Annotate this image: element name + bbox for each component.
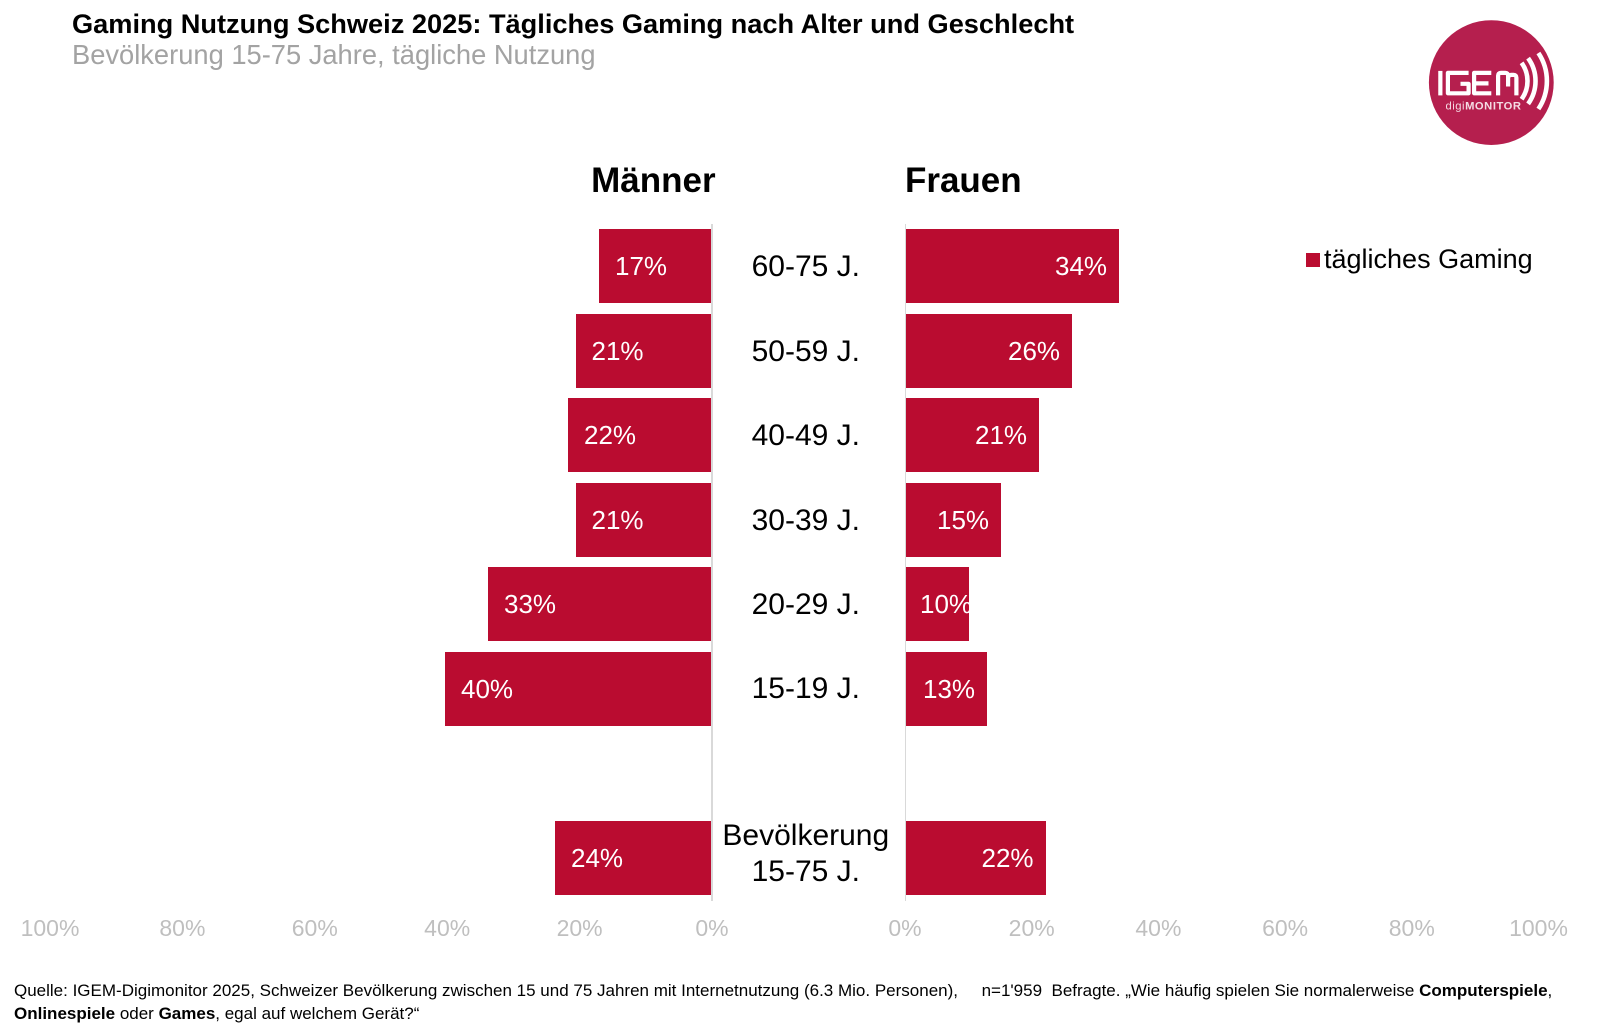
svg-text:digiMONITOR: digiMONITOR [1445, 101, 1521, 113]
